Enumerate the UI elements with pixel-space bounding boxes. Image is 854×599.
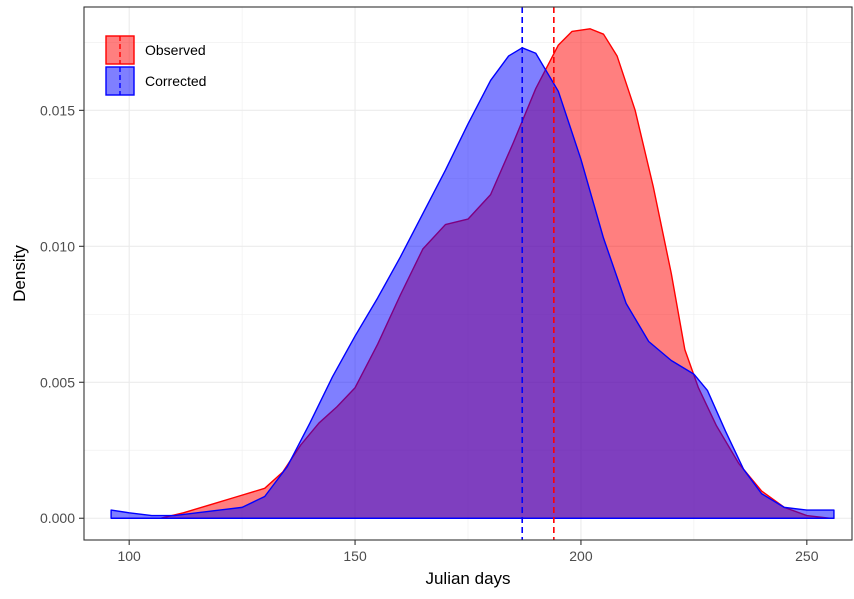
y-tick-label: 0.015 (40, 102, 75, 118)
x-tick-label: 200 (569, 548, 593, 564)
legend: Observed Corrected (105, 35, 206, 96)
y-tick-label: 0.005 (40, 374, 75, 390)
y-tick-label: 0.010 (40, 238, 75, 254)
x-tick-label: 150 (343, 548, 367, 564)
mean-lines-layer (521, 7, 555, 540)
y-axis-title: Density (10, 245, 29, 302)
axis-layer: 100 150 200 250 0.000 0.005 0.010 0.015 (40, 102, 819, 564)
x-tick-label: 250 (795, 548, 819, 564)
x-tick-label: 100 (117, 548, 141, 564)
x-axis-title: Julian days (425, 569, 510, 588)
legend-label-observed: Observed (145, 42, 206, 58)
y-tick-label: 0.000 (40, 510, 75, 526)
legend-label-corrected: Corrected (145, 73, 206, 89)
area-layer (110, 28, 835, 519)
panel-border (83, 6, 853, 541)
density-area-corrected (110, 47, 835, 519)
